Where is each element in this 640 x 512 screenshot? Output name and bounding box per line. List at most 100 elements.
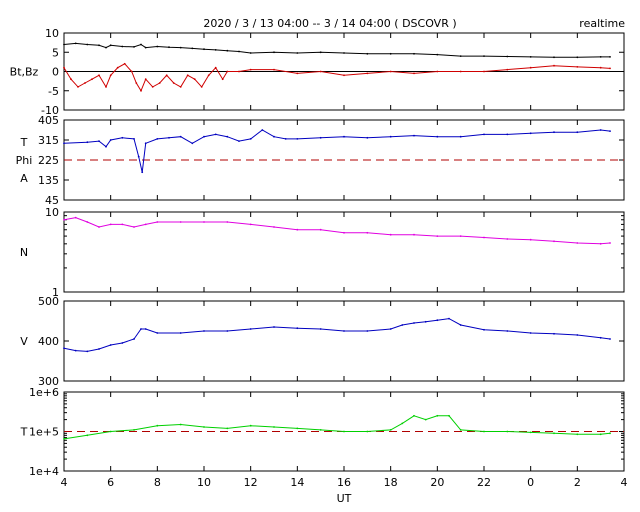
data-point — [413, 134, 415, 137]
data-point — [599, 66, 602, 69]
series-line — [63, 318, 611, 352]
data-point — [156, 221, 159, 223]
data-point — [123, 62, 126, 65]
data-point — [599, 129, 602, 131]
data-point — [165, 74, 168, 77]
y-tick-label: 1e+4 — [29, 465, 59, 478]
data-point — [221, 78, 224, 81]
y-tick-label: 10 — [45, 27, 59, 40]
data-point — [121, 342, 124, 344]
data-point — [343, 135, 345, 138]
data-point — [172, 82, 175, 84]
data-point — [284, 138, 287, 140]
data-point — [599, 336, 602, 339]
data-point — [459, 429, 462, 431]
y-tick-label: 1e+6 — [29, 386, 59, 399]
data-point — [296, 138, 299, 140]
data-point — [273, 426, 275, 428]
data-point — [158, 82, 161, 84]
data-point — [436, 414, 439, 417]
series-line — [63, 129, 611, 173]
y-tick-label: -5 — [48, 85, 59, 98]
data-point — [98, 348, 100, 350]
data-point — [366, 52, 369, 55]
data-point — [140, 43, 142, 46]
data-point — [576, 66, 579, 68]
data-point — [459, 70, 462, 73]
panels-group: 10 5 0 -5 -10 Bt,Bz 405 315 225 135 45 T Phi A 10 1 N 500… — [10, 27, 628, 489]
data-point — [448, 414, 450, 417]
data-point — [413, 414, 415, 417]
data-point — [436, 135, 439, 138]
data-point — [506, 330, 509, 332]
data-point — [98, 44, 100, 47]
data-point — [203, 48, 205, 51]
data-point — [109, 223, 112, 226]
data-point — [109, 74, 112, 77]
data-point — [249, 52, 252, 54]
data-point — [609, 130, 611, 133]
y-axis-label: T — [20, 426, 28, 439]
y-tick-label: 225 — [38, 154, 59, 167]
data-point — [343, 231, 345, 234]
data-point — [553, 240, 555, 243]
data-point — [116, 66, 119, 69]
y-tick-label: 0 — [52, 66, 59, 79]
data-point — [203, 135, 205, 138]
data-point — [553, 432, 555, 435]
data-point — [401, 422, 404, 425]
data-point — [207, 74, 210, 77]
data-point — [273, 68, 275, 71]
data-point — [91, 78, 93, 81]
x-tick-label: 12 — [244, 476, 258, 489]
data-point — [273, 226, 275, 228]
data-point — [459, 55, 462, 57]
data-point — [98, 140, 100, 143]
data-point — [529, 66, 532, 69]
data-point — [226, 49, 229, 52]
data-point — [133, 226, 135, 228]
data-point — [483, 55, 485, 57]
data-point — [74, 42, 77, 45]
data-point — [343, 74, 345, 77]
data-point — [86, 43, 89, 46]
data-point — [238, 50, 240, 53]
data-point — [483, 70, 485, 73]
data-point — [156, 45, 159, 48]
data-point — [599, 433, 602, 436]
data-point — [553, 56, 555, 59]
data-point — [401, 324, 404, 326]
data-point — [226, 330, 229, 332]
data-point — [249, 68, 252, 71]
data-point — [529, 132, 532, 135]
data-point — [296, 52, 299, 54]
data-point — [98, 226, 100, 228]
y-tick-label: 500 — [38, 295, 59, 308]
data-point — [506, 55, 509, 58]
x-tick-label: 0 — [527, 476, 534, 489]
y-axis-label: V — [20, 335, 28, 348]
x-tick-label: 10 — [197, 476, 211, 489]
data-point — [389, 328, 392, 330]
data-point — [249, 424, 252, 427]
data-point — [529, 56, 532, 58]
y-tick-label: 10 — [45, 206, 59, 219]
data-point — [109, 430, 112, 433]
y-tick-label: 315 — [38, 134, 59, 147]
data-point — [98, 74, 100, 77]
data-point — [191, 47, 194, 50]
y-axis-label: T — [20, 136, 28, 149]
data-point — [413, 72, 415, 75]
data-point — [448, 317, 450, 320]
data-point — [389, 135, 392, 138]
data-point — [319, 136, 322, 139]
y-tick-label: 400 — [38, 335, 59, 348]
y-tick-label: -10 — [41, 104, 59, 117]
data-point — [191, 142, 194, 145]
data-point — [203, 330, 205, 332]
data-point — [226, 427, 229, 430]
data-point — [105, 145, 107, 148]
data-point — [70, 78, 72, 81]
